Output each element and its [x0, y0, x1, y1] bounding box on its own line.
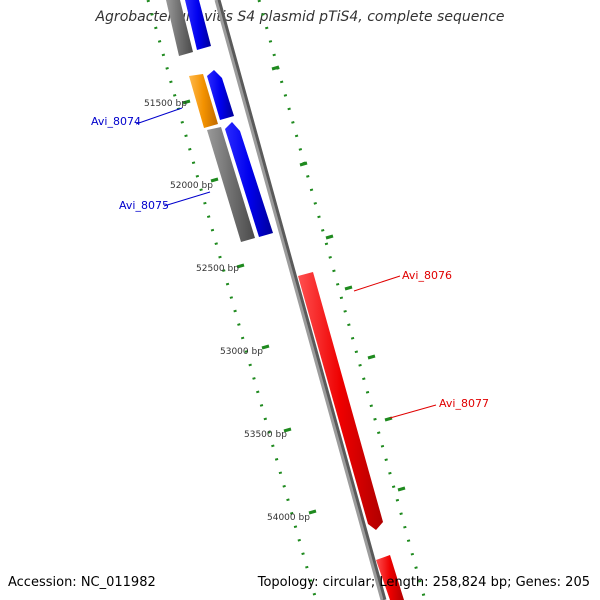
outer-tick-track [257, 0, 427, 600]
scale-label-52000: 52000 bp [170, 181, 213, 191]
gene-blue-arrow-2[interactable] [225, 122, 273, 237]
scale-label-52500: 52500 bp [196, 264, 239, 274]
gene-red-partial[interactable] [376, 555, 404, 600]
leader-avi-8074 [135, 107, 183, 125]
inner-scale-track [146, 0, 318, 600]
leader-avi-8076 [353, 275, 401, 292]
scale-label-53000: 53000 bp [220, 347, 263, 357]
gene-avi-8076[interactable] [298, 272, 383, 530]
scale-label-51500: 51500 bp [144, 99, 187, 109]
accession-text: Accession: NC_011982 [8, 575, 156, 590]
scale-major-ticks [182, 99, 317, 515]
gene-avi-8075[interactable] [207, 127, 255, 242]
gene-label-avi-8077[interactable]: Avi_8077 [439, 397, 489, 410]
scale-label-53500: 53500 bp [244, 430, 287, 440]
gene-gray-partial[interactable] [166, 0, 193, 56]
gene-label-avi-8076[interactable]: Avi_8076 [402, 269, 452, 282]
gene-label-avi-8075[interactable]: Avi_8075 [119, 199, 169, 212]
gene-avi-8074[interactable] [189, 74, 218, 128]
gene-blue-partial[interactable] [185, 0, 211, 50]
backbone [214, 0, 384, 600]
topology-summary: Topology: circular; Length: 258,824 bp; … [257, 575, 590, 590]
scale-label-54000: 54000 bp [267, 513, 310, 523]
leader-avi-8077 [389, 404, 437, 419]
gene-label-avi-8074[interactable]: Avi_8074 [91, 115, 141, 128]
leader-avi-8075 [163, 191, 211, 207]
backbone-shadow [215, 0, 387, 600]
gene-blue-arrow-1[interactable] [207, 70, 234, 120]
outer-major-ticks [271, 65, 406, 492]
